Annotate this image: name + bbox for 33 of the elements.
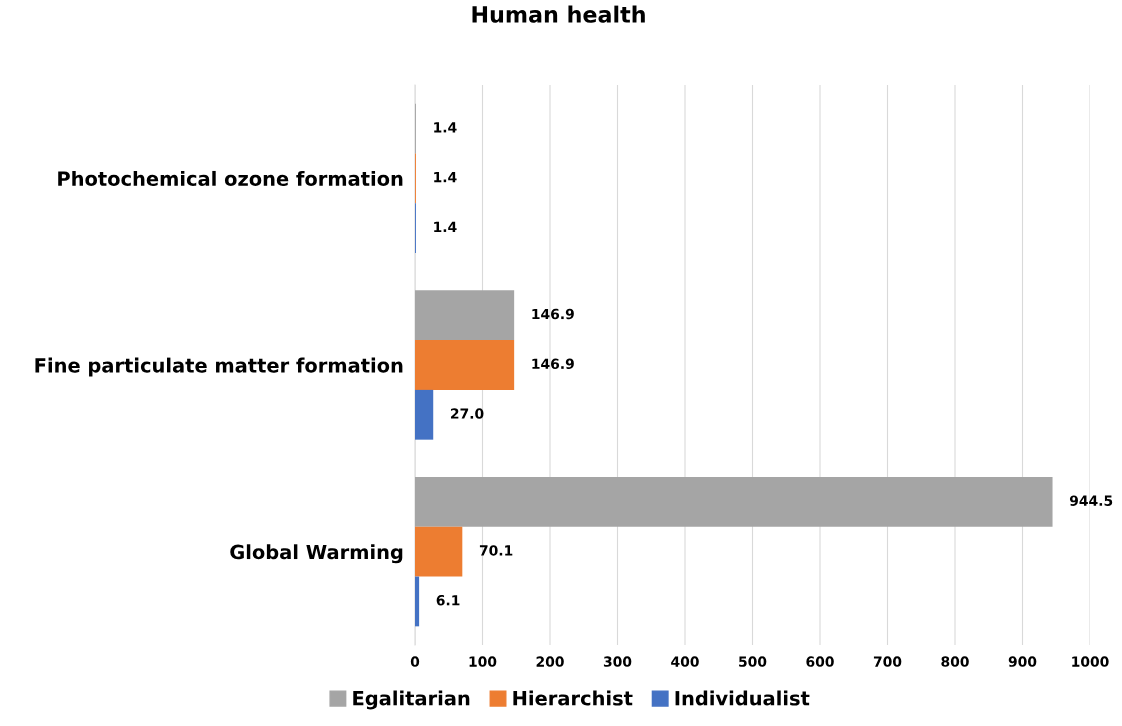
x-tick-label: 900 xyxy=(1008,656,1037,667)
bar xyxy=(415,290,515,341)
y-tick-label: Global Warming xyxy=(230,544,403,564)
data-label: 27.0 xyxy=(450,408,484,419)
x-tick-label: 700 xyxy=(873,656,902,667)
x-tick-label: 400 xyxy=(671,656,699,667)
bar xyxy=(415,477,1053,527)
x-tick-label: 200 xyxy=(536,656,564,667)
data-label: 6.1 xyxy=(436,594,460,606)
data-label: 146.9 xyxy=(532,358,574,370)
x-tick-label: 0 xyxy=(410,656,420,667)
y-tick-label: Fine particulate matter formation xyxy=(35,357,403,377)
y-tick-label: Photochemical ozone formation xyxy=(58,170,403,186)
data-label: 944.5 xyxy=(1069,495,1113,506)
bar xyxy=(415,526,463,577)
data-label: 1.4 xyxy=(434,122,457,133)
x-tick-label: 500 xyxy=(739,656,767,667)
legend-label: Egalitarian xyxy=(353,690,470,710)
data-label: 1.4 xyxy=(434,172,457,183)
x-tick-label: 1000 xyxy=(1072,656,1109,667)
legend-label: Hierarchist xyxy=(513,690,633,706)
legend-label: Individualist xyxy=(675,690,810,706)
bar xyxy=(415,389,434,440)
x-tick-label: 300 xyxy=(603,656,632,667)
data-label: 146.9 xyxy=(532,308,574,320)
x-tick-label: 800 xyxy=(941,656,969,667)
bar xyxy=(415,576,420,627)
x-tick-label: 100 xyxy=(469,656,497,667)
chart-title: Human health xyxy=(472,5,645,23)
bar xyxy=(415,340,515,390)
data-label: 70.1 xyxy=(479,545,513,556)
x-tick-label: 600 xyxy=(806,656,834,667)
data-label: 1.4 xyxy=(434,221,457,232)
